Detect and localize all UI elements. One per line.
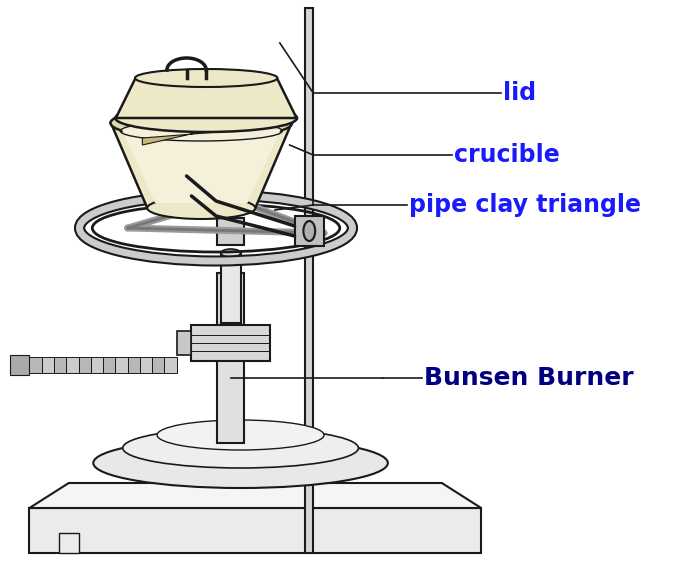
Text: lid: lid xyxy=(503,81,536,105)
Polygon shape xyxy=(305,8,313,553)
Text: crucible: crucible xyxy=(454,143,559,167)
Polygon shape xyxy=(192,325,270,361)
Text: pipe clay triangle: pipe clay triangle xyxy=(410,193,641,217)
Polygon shape xyxy=(295,216,324,246)
Polygon shape xyxy=(217,273,244,443)
Ellipse shape xyxy=(221,249,241,257)
Polygon shape xyxy=(217,218,244,245)
Polygon shape xyxy=(10,355,29,375)
Ellipse shape xyxy=(303,221,315,241)
Ellipse shape xyxy=(122,428,358,468)
Polygon shape xyxy=(221,253,241,323)
Polygon shape xyxy=(42,357,54,373)
Polygon shape xyxy=(103,357,116,373)
Polygon shape xyxy=(29,508,481,553)
Ellipse shape xyxy=(111,107,292,139)
Ellipse shape xyxy=(93,438,388,488)
Polygon shape xyxy=(29,483,481,508)
Polygon shape xyxy=(140,357,152,373)
Polygon shape xyxy=(176,331,192,355)
Ellipse shape xyxy=(116,104,297,132)
Polygon shape xyxy=(121,127,282,203)
Polygon shape xyxy=(142,125,231,145)
Polygon shape xyxy=(116,78,297,118)
Polygon shape xyxy=(91,357,103,373)
Ellipse shape xyxy=(157,420,324,450)
Text: Bunsen Burner: Bunsen Burner xyxy=(424,366,634,390)
Polygon shape xyxy=(111,123,292,208)
Polygon shape xyxy=(66,357,78,373)
Polygon shape xyxy=(116,357,127,373)
Polygon shape xyxy=(152,357,164,373)
Polygon shape xyxy=(164,357,176,373)
Polygon shape xyxy=(54,357,66,373)
Polygon shape xyxy=(59,533,78,553)
Polygon shape xyxy=(29,357,42,373)
Polygon shape xyxy=(127,357,140,373)
Polygon shape xyxy=(78,357,91,373)
Ellipse shape xyxy=(147,197,256,219)
Ellipse shape xyxy=(135,69,277,87)
